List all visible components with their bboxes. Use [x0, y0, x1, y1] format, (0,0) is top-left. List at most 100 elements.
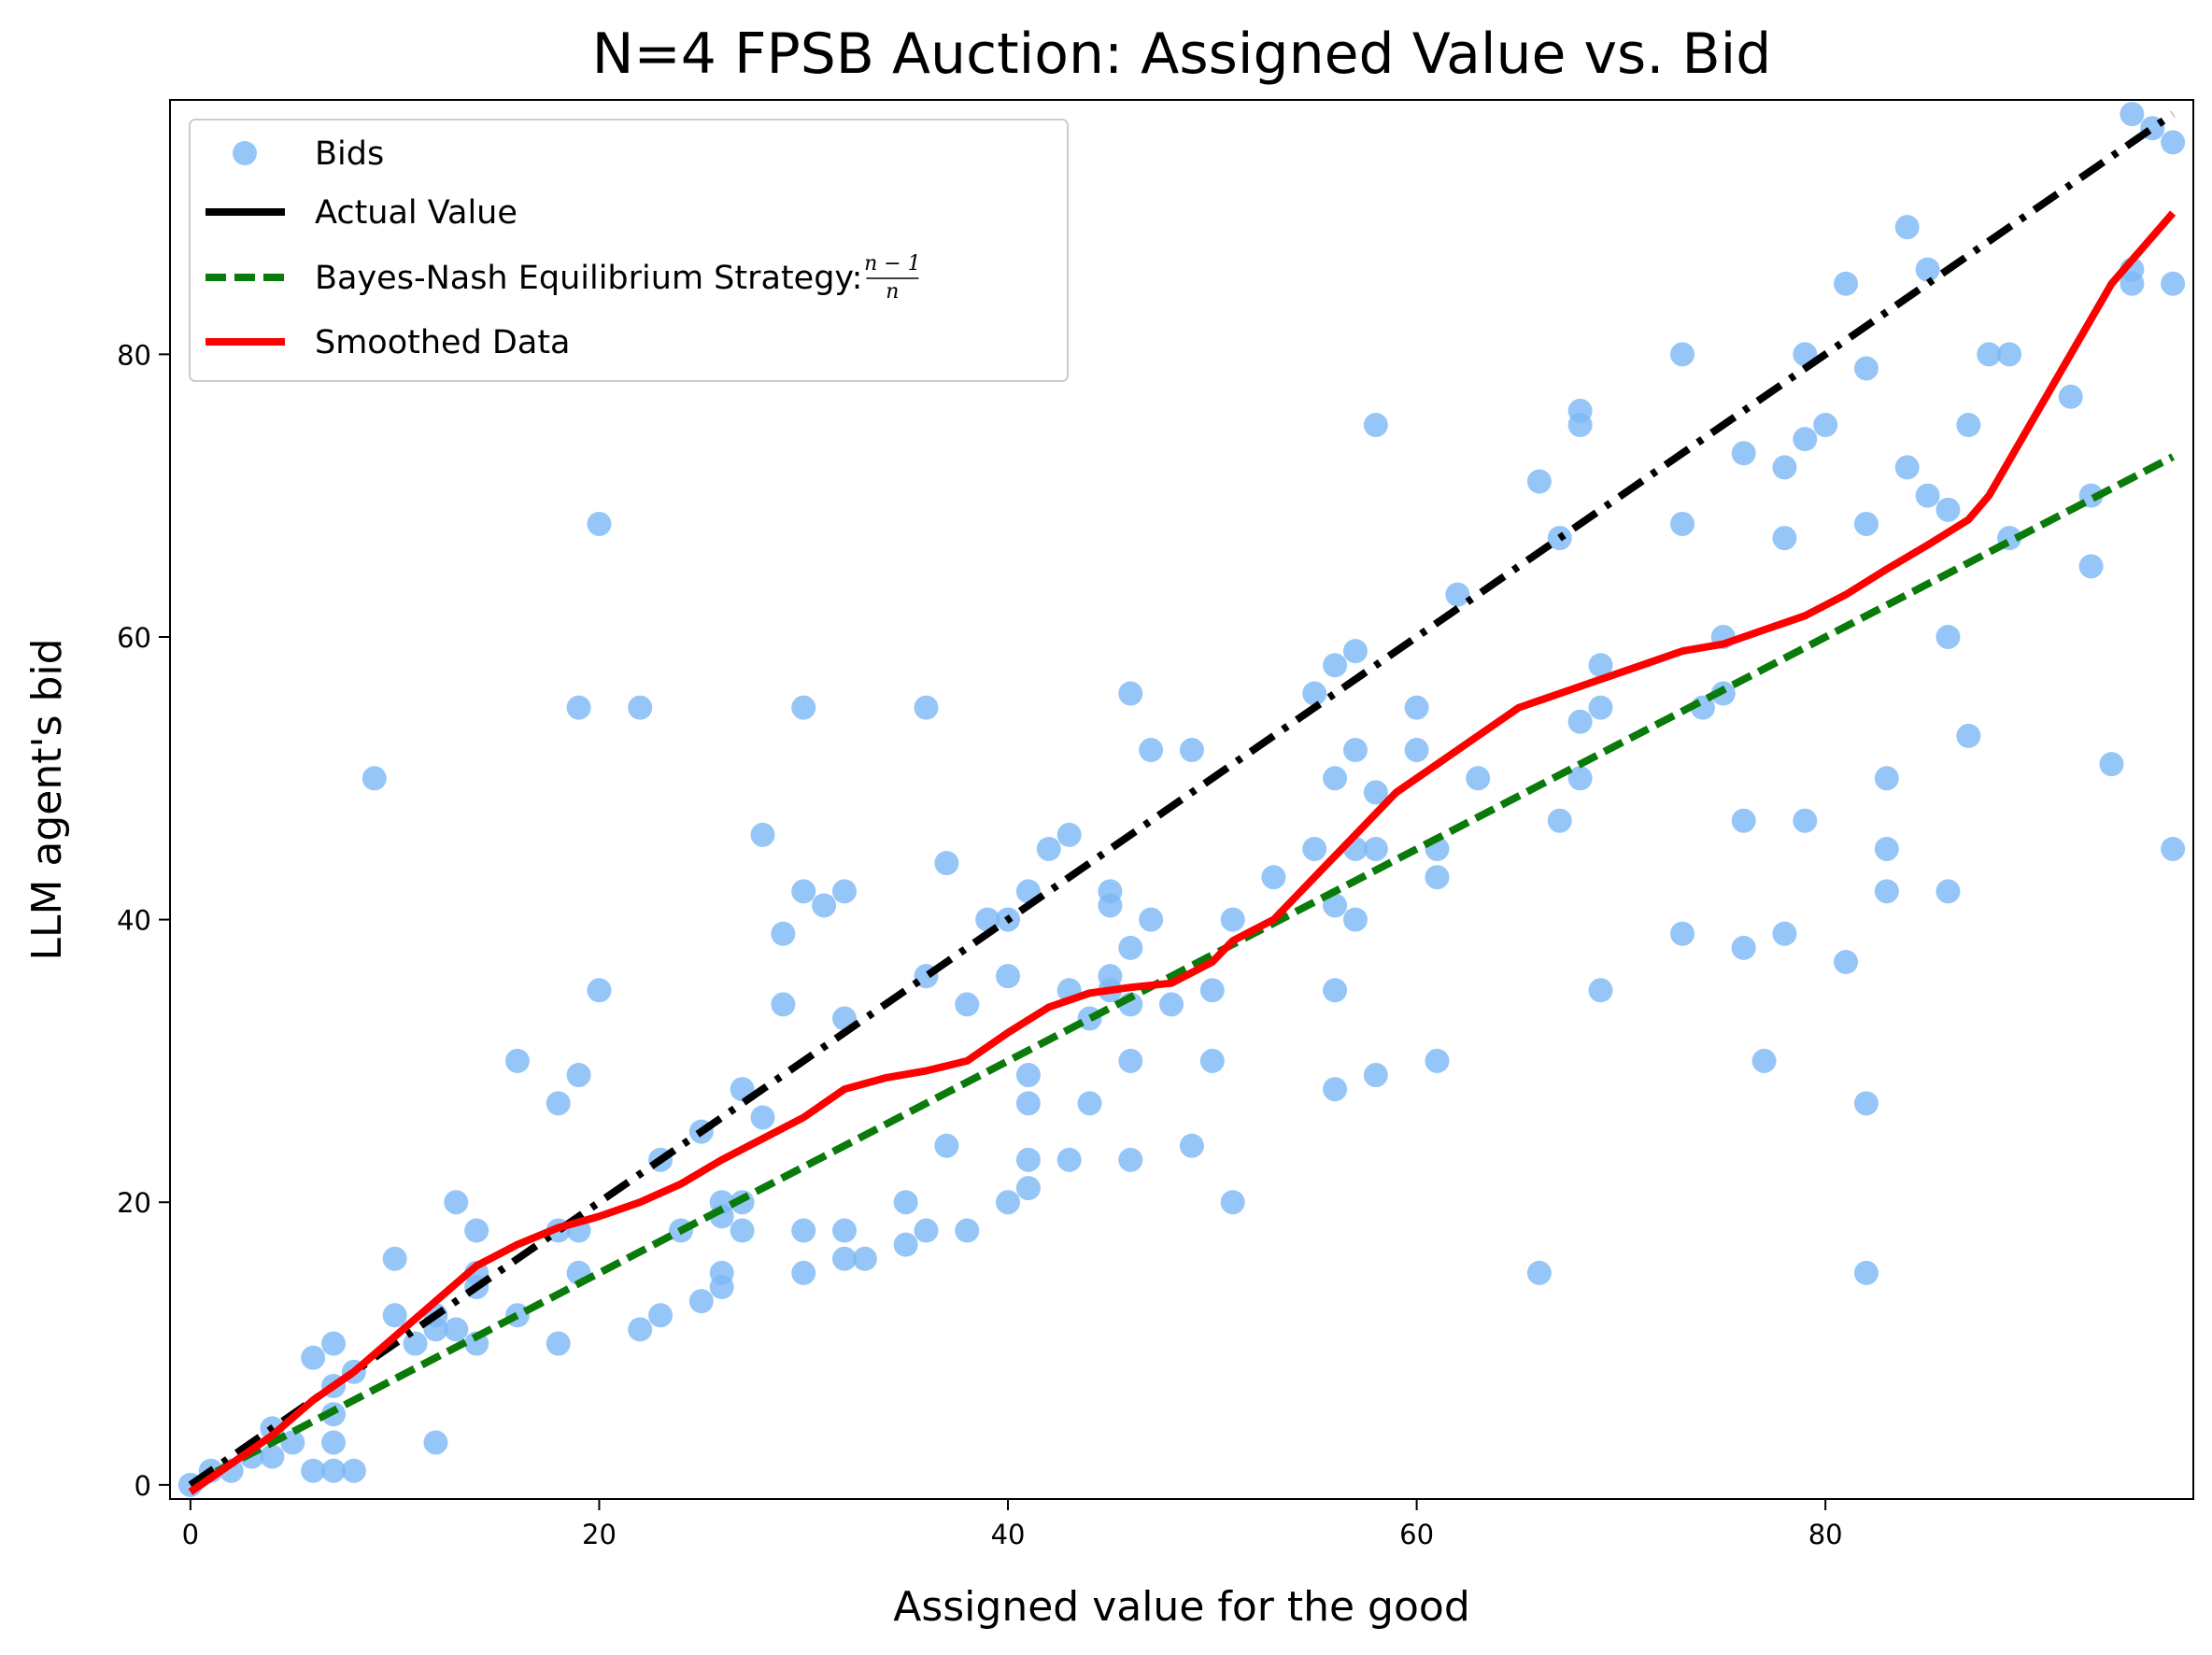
bid-point: [1997, 342, 2022, 367]
bid-point: [1894, 215, 1920, 240]
bid-point: [914, 695, 939, 720]
legend-box: [189, 119, 1069, 382]
bid-point: [1936, 879, 1961, 904]
legend-formula-numerator: n − 1: [864, 252, 921, 276]
bid-point: [1772, 921, 1797, 946]
bid-point: [1404, 695, 1429, 720]
bid-point: [1526, 469, 1552, 494]
bid-point: [628, 1317, 653, 1342]
bid-point: [688, 1289, 714, 1314]
bid-point: [1853, 1091, 1879, 1116]
bid-point: [1813, 413, 1838, 438]
x-tick-label-3: 60: [1399, 1519, 1434, 1550]
y-tick-label-4: 80: [117, 339, 151, 371]
bid-point: [566, 1063, 591, 1088]
bid-point: [750, 1105, 775, 1130]
bid-point: [1118, 681, 1143, 706]
bid-point: [2099, 752, 2124, 777]
legend-label-bids: Bids: [315, 135, 384, 173]
bid-point: [709, 1275, 734, 1300]
bid-point: [1445, 582, 1470, 607]
bid-point: [1874, 879, 1899, 904]
bid-point: [771, 992, 796, 1017]
legend-formula-denominator: n: [886, 280, 899, 304]
bid-point: [2161, 130, 2186, 155]
bid-point: [1118, 1147, 1143, 1172]
bid-point: [1139, 907, 1164, 932]
bid-point: [546, 1091, 571, 1116]
y-tick-label-0: 0: [135, 1470, 151, 1502]
bid-point: [2161, 271, 2186, 296]
bid-point: [1363, 780, 1388, 805]
bid-point: [914, 1218, 939, 1243]
legend-marker-bids: [233, 141, 257, 165]
bid-point: [1425, 1048, 1450, 1073]
bid-point: [1118, 935, 1143, 960]
bid-point: [791, 695, 816, 720]
bid-point: [1670, 921, 1695, 946]
bid-point: [1731, 441, 1756, 466]
x-tick-label-4: 80: [1808, 1519, 1843, 1550]
bid-point: [2161, 836, 2186, 861]
bid-point: [1179, 1133, 1204, 1158]
x-tick-label-0: 0: [182, 1519, 199, 1550]
bid-point: [1199, 978, 1225, 1003]
bid-point: [996, 1190, 1021, 1215]
axes-layer: 0 20 40 60 80 0 20 40 60 80: [117, 339, 1843, 1550]
bid-point: [1261, 865, 1286, 890]
bid-point: [382, 1246, 407, 1271]
bid-point: [444, 1190, 469, 1215]
bid-point: [1567, 709, 1593, 734]
bid-point: [648, 1303, 674, 1328]
bid-point: [1915, 483, 1940, 508]
bid-point: [1056, 1147, 1082, 1172]
bid-point: [1567, 766, 1593, 791]
bid-point: [1588, 653, 1613, 678]
bid-point: [1834, 271, 1859, 296]
bid-point: [587, 978, 612, 1003]
bid-point: [1363, 1063, 1388, 1088]
bid-point: [812, 893, 837, 918]
bid-point: [321, 1458, 347, 1483]
bid-point: [1015, 1063, 1041, 1088]
bid-point: [1956, 413, 1981, 438]
y-tick-label-2: 40: [117, 905, 151, 937]
bid-point: [955, 992, 980, 1017]
bid-point: [260, 1444, 285, 1469]
bid-point: [1977, 342, 2002, 367]
bid-point: [1670, 342, 1695, 367]
bid-point: [2078, 483, 2104, 508]
bid-point: [791, 879, 816, 904]
bid-point: [2120, 102, 2145, 127]
bid-point: [587, 511, 612, 536]
bid-point: [566, 695, 591, 720]
bid-point: [996, 964, 1021, 989]
bid-point: [301, 1458, 326, 1483]
bid-point: [934, 1133, 959, 1158]
legend-label-bne: Bayes-Nash Equilibrium Strategy:: [315, 260, 862, 297]
bid-point: [1118, 1048, 1143, 1073]
bid-point: [321, 1331, 347, 1356]
bid-point: [2120, 271, 2145, 296]
bid-point: [1874, 836, 1899, 861]
bid-point: [628, 695, 653, 720]
bid-point: [1159, 992, 1184, 1017]
x-axis-label: Assigned value for the good: [893, 1583, 1470, 1631]
bid-point: [1853, 511, 1879, 536]
bid-point: [362, 766, 387, 791]
y-tick-label-1: 20: [117, 1187, 151, 1219]
smoothed-data-line: [188, 210, 2177, 1495]
bid-point: [1834, 950, 1859, 975]
chart-title: N=4 FPSB Auction: Assigned Value vs. Bid: [592, 21, 1772, 87]
bid-point: [1302, 836, 1327, 861]
bid-point: [1199, 1048, 1225, 1073]
y-axis-label: LLM agent's bid: [23, 638, 71, 960]
bid-point: [1936, 497, 1961, 522]
bid-point: [832, 1218, 857, 1243]
bid-point: [832, 879, 857, 904]
bid-point: [1015, 1176, 1041, 1201]
bid-point: [1323, 1077, 1348, 1102]
bid-point: [1323, 978, 1348, 1003]
bid-point: [1894, 455, 1920, 480]
bid-point: [301, 1345, 326, 1370]
